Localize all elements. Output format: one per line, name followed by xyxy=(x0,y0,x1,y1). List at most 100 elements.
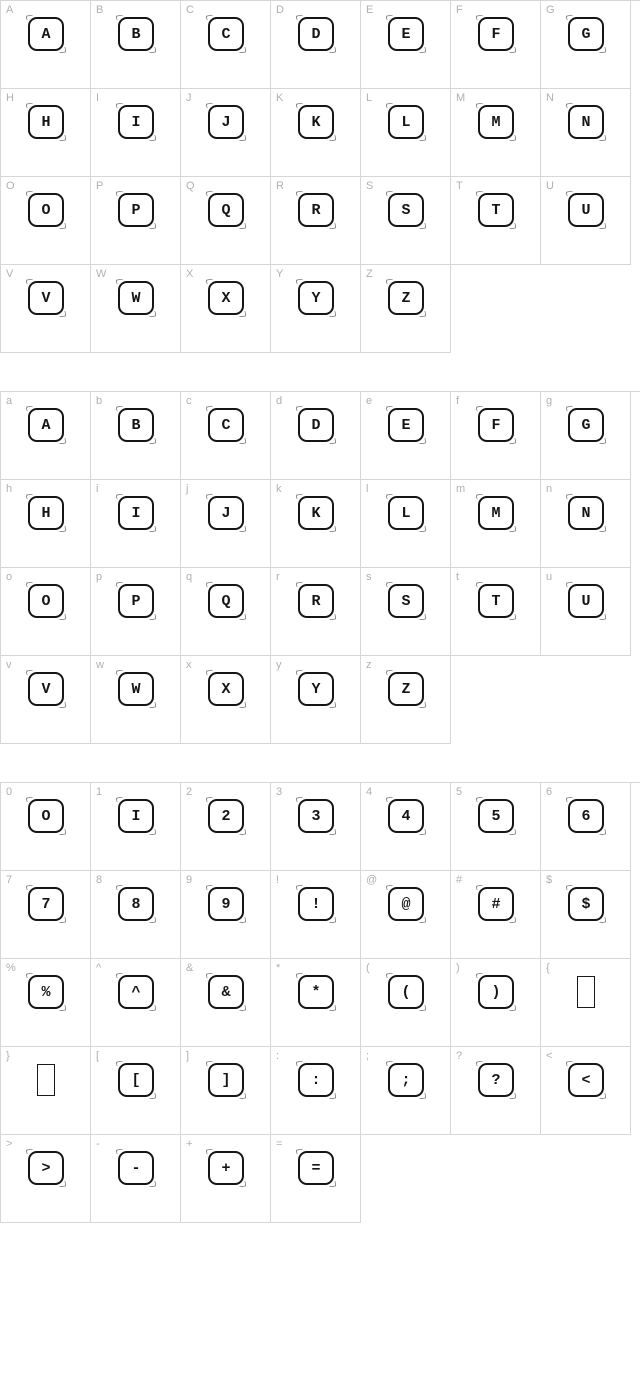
keycap-glyph: ^ xyxy=(118,975,154,1009)
keycap-glyph: # xyxy=(478,887,514,921)
glyph-wrap: @ xyxy=(385,883,427,925)
glyph-wrap: W xyxy=(115,277,157,319)
char-label: Z xyxy=(366,268,373,280)
char-label: k xyxy=(276,483,282,495)
char-cell: rR xyxy=(271,568,361,656)
char-label: ? xyxy=(456,1050,462,1062)
glyph-wrap: ( xyxy=(385,971,427,1013)
char-cell: 22 xyxy=(181,783,271,871)
char-cell: 66 xyxy=(541,783,631,871)
char-cell: (( xyxy=(361,959,451,1047)
glyph-wrap: - xyxy=(115,1147,157,1189)
char-label: i xyxy=(96,483,98,495)
char-label: L xyxy=(366,92,372,104)
glyph-wrap: > xyxy=(25,1147,67,1189)
glyph-wrap: G xyxy=(565,13,607,55)
keycap-glyph: Q xyxy=(208,193,244,227)
char-cell: aA xyxy=(1,392,91,480)
keycap-glyph: I xyxy=(118,799,154,833)
keycap-glyph: V xyxy=(28,672,64,706)
keycap-glyph: ? xyxy=(478,1063,514,1097)
glyph-wrap: H xyxy=(25,492,67,534)
glyph-wrap: Z xyxy=(385,277,427,319)
keycap-glyph: * xyxy=(298,975,334,1009)
char-label: # xyxy=(456,874,462,886)
char-label: R xyxy=(276,180,284,192)
char-row: }[[]]::;;??<< xyxy=(1,1047,640,1135)
glyph-wrap: ; xyxy=(385,1059,427,1101)
char-label: < xyxy=(546,1050,552,1062)
keycap-glyph: J xyxy=(208,496,244,530)
glyph-wrap: P xyxy=(115,580,157,622)
char-cell: ?? xyxy=(451,1047,541,1135)
char-cell: YY xyxy=(271,265,361,353)
glyph-wrap: H xyxy=(25,101,67,143)
char-label: w xyxy=(96,659,104,671)
keycap-glyph: W xyxy=(118,281,154,315)
keycap-glyph: V xyxy=(28,281,64,315)
glyph-wrap: P xyxy=(115,189,157,231)
char-row: AABBCCDDEEFFGG xyxy=(1,1,640,89)
keycap-glyph: B xyxy=(118,408,154,442)
char-row: hHiIjJkKlLmMnN xyxy=(1,480,640,568)
glyph-wrap: 8 xyxy=(115,883,157,925)
char-label: d xyxy=(276,395,282,407)
keycap-glyph: S xyxy=(388,193,424,227)
glyph-wrap: B xyxy=(115,404,157,446)
char-label: o xyxy=(6,571,12,583)
glyph-wrap: C xyxy=(205,13,247,55)
char-cell: zZ xyxy=(361,656,451,744)
glyph-wrap: F xyxy=(475,13,517,55)
char-row: VVWWXXYYZZ xyxy=(1,265,640,353)
glyph-wrap: F xyxy=(475,404,517,446)
keycap-glyph: H xyxy=(28,496,64,530)
glyph-wrap: L xyxy=(385,492,427,534)
char-cell: JJ xyxy=(181,89,271,177)
char-label: h xyxy=(6,483,12,495)
char-label: 8 xyxy=(96,874,102,886)
char-cell: [[ xyxy=(91,1047,181,1135)
glyph-wrap: 2 xyxy=(205,795,247,837)
char-cell: gG xyxy=(541,392,631,480)
keycap-glyph: & xyxy=(208,975,244,1009)
glyph-wrap: T xyxy=(475,189,517,231)
glyph-wrap: A xyxy=(25,404,67,446)
char-label: { xyxy=(546,962,550,974)
glyph-wrap: X xyxy=(205,277,247,319)
keycap-glyph: : xyxy=(298,1063,334,1097)
char-label: N xyxy=(546,92,554,104)
char-cell: CC xyxy=(181,1,271,89)
char-label: + xyxy=(186,1138,192,1150)
char-label: 0 xyxy=(6,786,12,798)
char-cell: vV xyxy=(1,656,91,744)
keycap-glyph: M xyxy=(478,105,514,139)
keycap-glyph: K xyxy=(298,496,334,530)
empty-cell xyxy=(541,656,631,744)
glyph-wrap: 5 xyxy=(475,795,517,837)
char-label: = xyxy=(276,1138,282,1150)
char-label: m xyxy=(456,483,465,495)
keycap-glyph: Z xyxy=(388,281,424,315)
keycap-glyph: O xyxy=(28,799,64,833)
glyph-wrap: D xyxy=(295,13,337,55)
keycap-glyph: A xyxy=(28,17,64,51)
keycap-glyph: M xyxy=(478,496,514,530)
char-cell: ^^ xyxy=(91,959,181,1047)
char-cell: dD xyxy=(271,392,361,480)
char-cell: xX xyxy=(181,656,271,744)
keycap-glyph: O xyxy=(28,193,64,227)
glyph-wrap: L xyxy=(385,101,427,143)
char-label: u xyxy=(546,571,552,583)
keycap-glyph: I xyxy=(118,105,154,139)
char-label: E xyxy=(366,4,373,16)
glyph-wrap xyxy=(565,971,607,1013)
char-cell: XX xyxy=(181,265,271,353)
char-cell: sS xyxy=(361,568,451,656)
char-cell: @@ xyxy=(361,871,451,959)
keycap-glyph: $ xyxy=(568,887,604,921)
keycap-glyph: U xyxy=(568,193,604,227)
char-cell: ## xyxy=(451,871,541,959)
char-label: 2 xyxy=(186,786,192,798)
char-label: n xyxy=(546,483,552,495)
char-cell: 88 xyxy=(91,871,181,959)
